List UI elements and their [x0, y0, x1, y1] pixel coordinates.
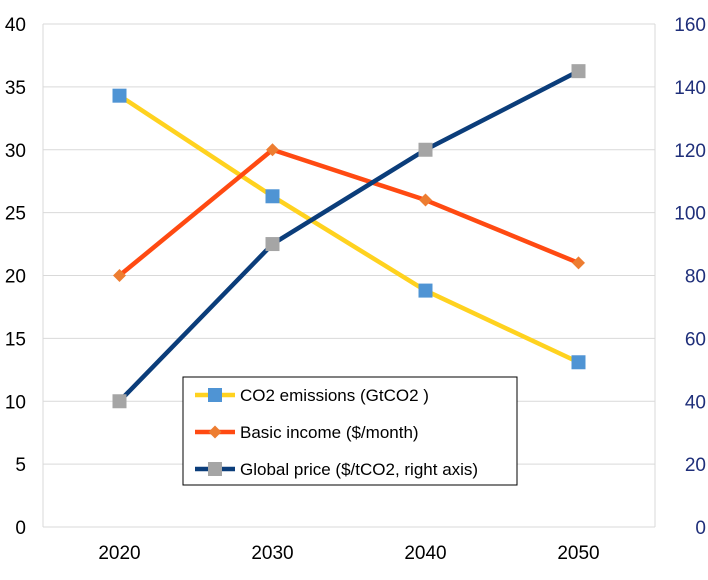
data-point-series-3	[112, 394, 127, 409]
legend: CO2 emissions (GtCO2 ) Basic income ($/mo…	[182, 376, 518, 486]
right-tick-label: 160	[674, 15, 706, 36]
data-point-series-1	[418, 283, 433, 298]
legend-marker-3	[208, 462, 222, 476]
left-tick-label: 5	[15, 455, 26, 476]
legend-label-3: Global price ($/tCO2, right axis)	[240, 460, 478, 479]
data-point-series-3	[571, 64, 586, 79]
x-tick-label: 2050	[557, 543, 599, 564]
series-markers	[112, 64, 586, 409]
data-point-series-1	[265, 189, 280, 204]
legend-box	[182, 376, 518, 486]
left-tick-label: 35	[5, 78, 26, 99]
legend-label-2: Basic income ($/month)	[240, 423, 419, 442]
x-tick-label: 2020	[98, 543, 140, 564]
left-tick-label: 15	[5, 329, 26, 350]
left-axis-ticks: 0 5 10 15 20 25 30 35 40	[5, 15, 26, 539]
right-tick-label: 80	[685, 267, 706, 288]
right-tick-label: 60	[685, 329, 706, 350]
right-tick-label: 100	[674, 204, 706, 225]
data-point-series-2	[113, 269, 126, 282]
right-tick-label: 120	[674, 141, 706, 162]
right-tick-label: 140	[674, 78, 706, 99]
left-tick-label: 30	[5, 141, 26, 162]
data-point-series-2	[572, 256, 585, 270]
x-tick-label: 2040	[404, 543, 446, 564]
data-point-series-1	[112, 88, 127, 103]
x-axis-ticks: 2020 2030 2040 2050	[98, 543, 599, 564]
series-line-3	[117, 69, 580, 403]
series-lines	[117, 69, 580, 403]
data-point-series-1	[571, 355, 586, 370]
right-tick-label: 40	[685, 392, 706, 413]
series-line-1	[118, 93, 580, 365]
data-point-series-2	[419, 193, 432, 207]
legend-label-1: CO2 emissions (GtCO2 )	[240, 386, 429, 405]
left-tick-label: 10	[5, 392, 26, 413]
right-axis-ticks: 0 20 40 60 80 100 120 140 160	[674, 15, 706, 539]
left-tick-label: 40	[5, 15, 26, 36]
legend-marker-2	[208, 425, 222, 439]
series-line-2	[118, 147, 580, 278]
right-tick-label: 20	[685, 455, 706, 476]
data-point-series-3	[265, 237, 280, 252]
data-point-series-3	[418, 142, 433, 157]
legend-marker-1	[208, 388, 222, 402]
x-tick-label: 2030	[251, 543, 293, 564]
right-tick-label: 0	[695, 518, 706, 539]
data-point-series-2	[266, 143, 279, 157]
axes	[42, 24, 656, 528]
left-tick-label: 0	[15, 518, 26, 539]
left-tick-label: 25	[5, 204, 26, 225]
left-tick-label: 20	[5, 267, 26, 288]
gridlines	[43, 23, 655, 465]
